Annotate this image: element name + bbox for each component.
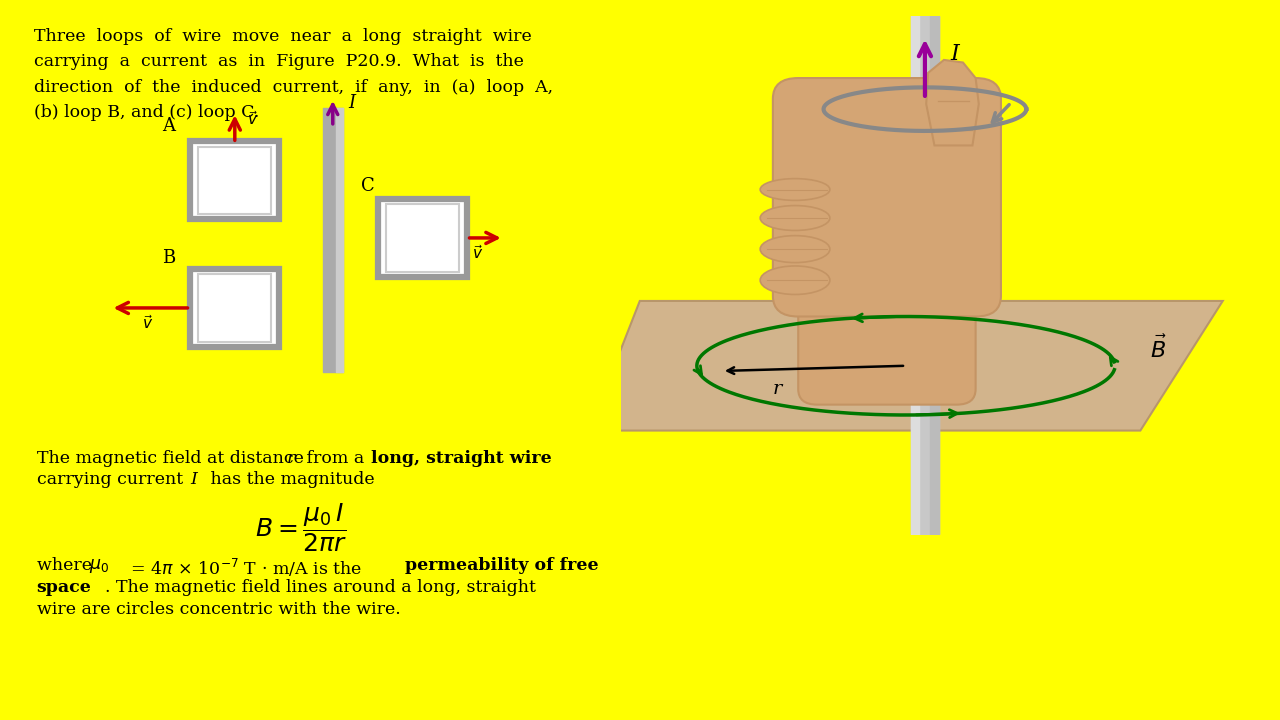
Ellipse shape (760, 179, 829, 200)
Text: wire are circles concentric with the wire.: wire are circles concentric with the wir… (37, 601, 401, 618)
Text: $\mu_0$: $\mu_0$ (90, 557, 109, 575)
Text: $\vec{B}$: $\vec{B}$ (1149, 336, 1166, 363)
Ellipse shape (760, 206, 829, 230)
Text: $\vec{v}$: $\vec{v}$ (472, 243, 484, 261)
Text: permeability of free: permeability of free (404, 557, 599, 574)
Text: r: r (287, 450, 296, 467)
Text: Three  loops  of  wire  move  near  a  long  straight  wire: Three loops of wire move near a long str… (33, 28, 531, 45)
Text: $\vec{v}$: $\vec{v}$ (142, 314, 154, 331)
Polygon shape (927, 60, 979, 145)
Text: carrying  a  current  as  in  Figure  P20.9.  What  is  the: carrying a current as in Figure P20.9. W… (33, 53, 524, 71)
Text: carrying current: carrying current (37, 471, 188, 488)
Text: space: space (37, 579, 91, 596)
Text: C: C (361, 176, 375, 194)
Text: where: where (37, 557, 97, 574)
Text: . The magnetic field lines around a long, straight: . The magnetic field lines around a long… (105, 579, 536, 596)
Bar (385, 204, 460, 271)
Text: (b) loop B, and (c) loop C.: (b) loop B, and (c) loop C. (33, 104, 259, 122)
Polygon shape (589, 301, 1222, 431)
Text: A: A (161, 117, 175, 135)
FancyBboxPatch shape (799, 270, 975, 405)
Text: direction  of  the  induced  current,  if  any,  in  (a)  loop  A,: direction of the induced current, if any… (33, 79, 553, 96)
Text: has the magnitude: has the magnitude (205, 471, 374, 488)
Bar (198, 274, 271, 342)
Bar (379, 199, 467, 277)
Text: from a: from a (302, 450, 370, 467)
Ellipse shape (760, 266, 829, 294)
FancyBboxPatch shape (773, 78, 1001, 317)
Text: $\vec{v}$: $\vec{v}$ (247, 109, 259, 127)
Bar (191, 141, 279, 220)
Text: B: B (161, 248, 175, 266)
Text: The magnetic field at distance: The magnetic field at distance (37, 450, 308, 467)
Ellipse shape (760, 235, 829, 263)
Text: $B = \dfrac{\mu_0\,I}{2\pi r}$: $B = \dfrac{\mu_0\,I}{2\pi r}$ (255, 501, 348, 554)
Text: I: I (348, 94, 356, 112)
Text: r: r (773, 380, 782, 398)
Text: = 4$\pi$ × 10$^{-7}$ T · m/A is the: = 4$\pi$ × 10$^{-7}$ T · m/A is the (125, 557, 362, 579)
Bar (198, 146, 271, 214)
Bar (191, 269, 279, 347)
Text: long, straight wire: long, straight wire (371, 450, 552, 467)
Text: I: I (191, 471, 197, 488)
Text: I: I (950, 43, 959, 65)
